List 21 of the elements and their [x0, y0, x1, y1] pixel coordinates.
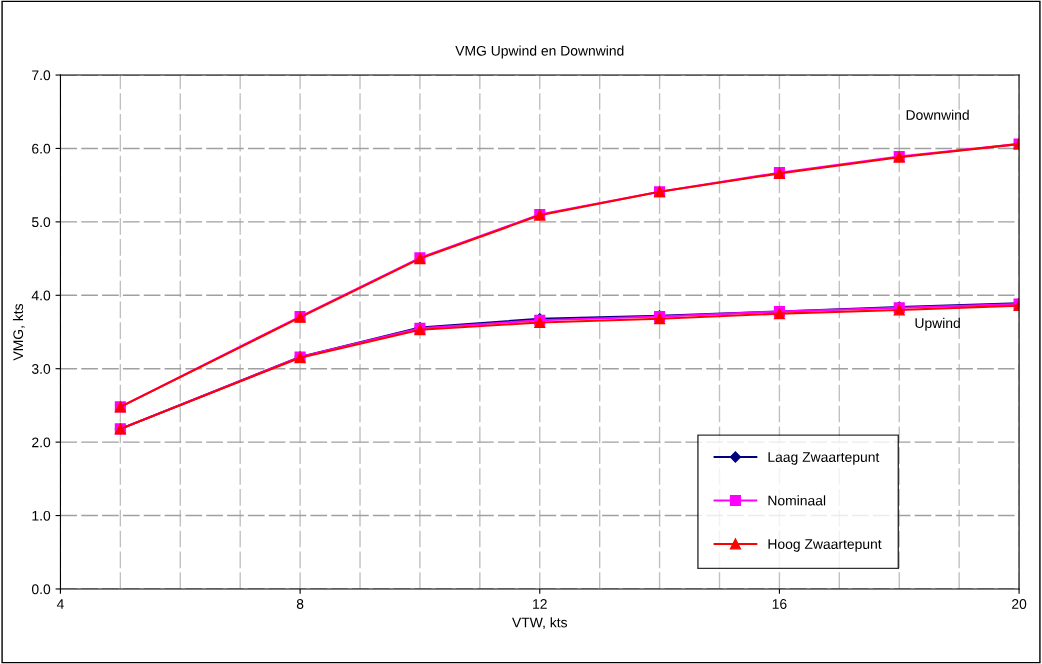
y-tick-label: 2.0: [32, 437, 51, 448]
y-axis-title: VMG, kts: [12, 303, 25, 361]
y-tick-label: 4.0: [31, 290, 51, 301]
y-tick-label: 5.0: [31, 217, 51, 228]
annotation: Upwind: [915, 317, 960, 331]
x-tick-label: 16: [772, 599, 787, 609]
x-axis-title: VTW, kts: [512, 617, 568, 630]
x-tick-label: 8: [296, 599, 304, 609]
annotation: Downwind: [906, 109, 969, 120]
y-tick-label: 6.0: [32, 143, 51, 154]
x-tick-label: 20: [1012, 599, 1027, 609]
x-tick-label: 12: [533, 599, 547, 609]
chart-title: VMG Upwind en Downwind: [455, 45, 624, 59]
y-tick-label: 3.0: [31, 364, 51, 374]
legend-label: Nominaal: [768, 495, 826, 506]
y-tick-label: 0.0: [31, 584, 51, 595]
x-tick-label: 4: [56, 599, 64, 609]
y-tick-label: 7.0: [32, 70, 51, 81]
y-tick-label: 1.0: [32, 510, 51, 521]
legend-label: Hoog Zwaartepunt: [768, 539, 882, 552]
legend-label: Laag Zwaartepunt: [768, 452, 880, 465]
